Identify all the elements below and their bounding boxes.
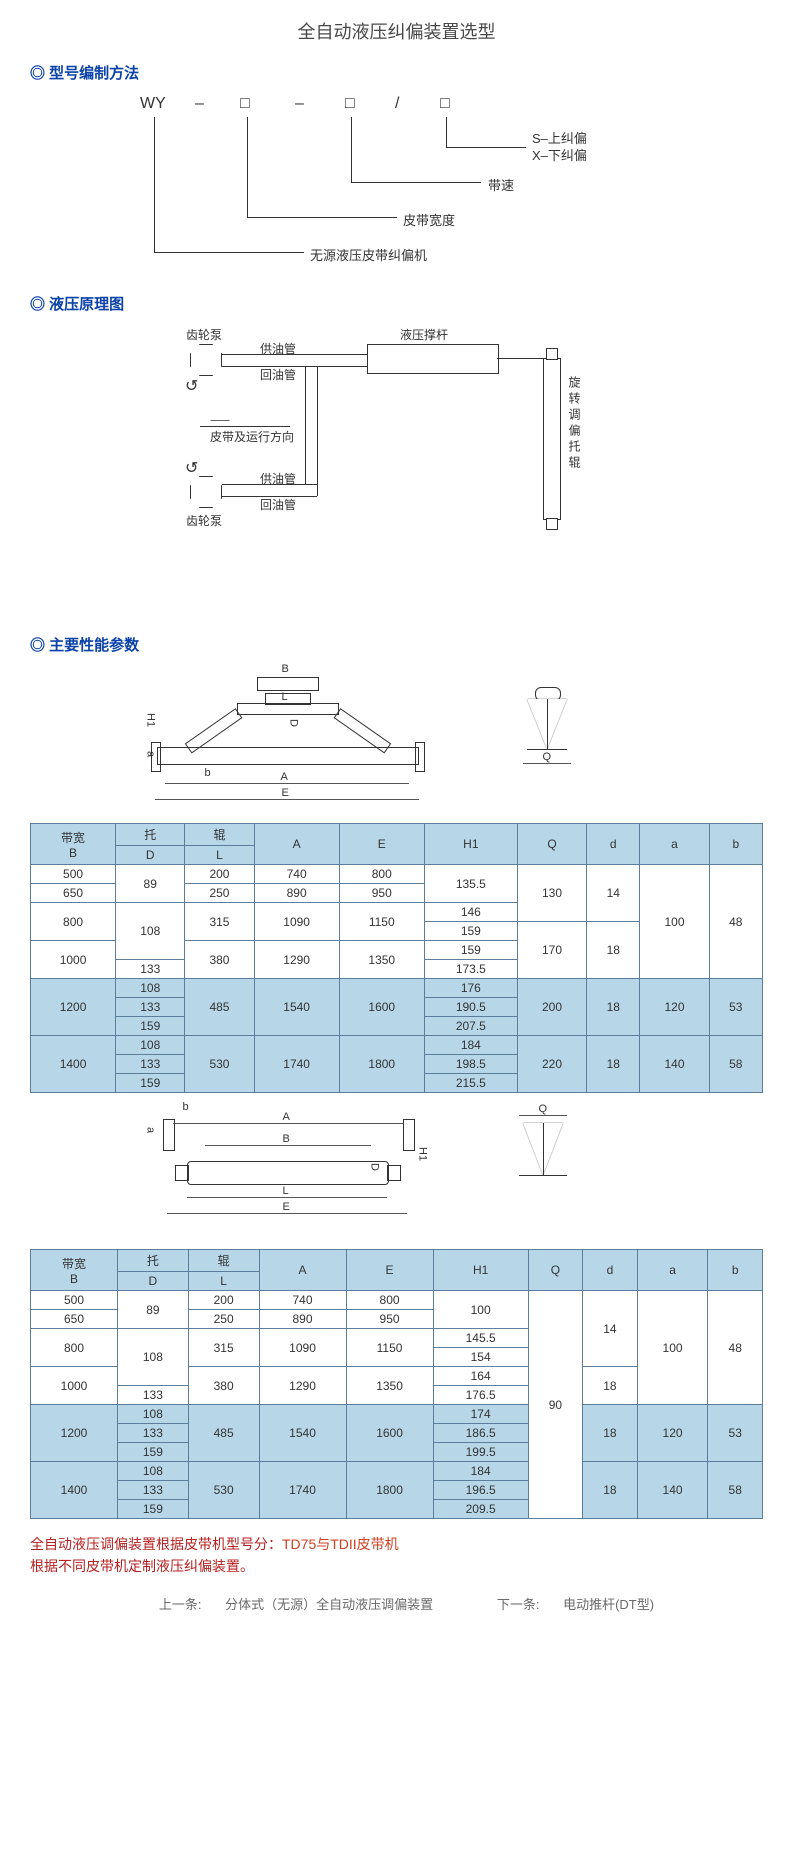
dash: –	[295, 95, 304, 113]
th-tuo: 托	[116, 824, 185, 846]
table-row: 1400108530174018001841814058	[31, 1462, 763, 1481]
spec-table-2: 带宽 B 托 辊 A E H1 Q d a b D L 500892007408…	[30, 1249, 763, 1519]
th-D: D	[116, 846, 185, 865]
table-row: 50089200740800135.51301410048	[31, 865, 763, 884]
model-slot2: □	[345, 95, 355, 113]
th-B: 带宽 B	[31, 824, 116, 865]
dim-D: D	[288, 719, 300, 727]
label-pump2: 齿轮泵	[186, 512, 222, 529]
th-B2: 带宽 B	[31, 1250, 118, 1291]
th-gun2: 辊	[188, 1250, 259, 1272]
section-main-params: 主要性能参数	[30, 634, 763, 655]
model-slot1: □	[240, 95, 250, 113]
dim-A: A	[281, 771, 288, 783]
prev-link[interactable]: 分体式（无源）全自动液压调偏装置	[225, 1597, 433, 1612]
th-b: b	[709, 824, 762, 865]
legend-base: 无源液压皮带纠偏机	[310, 245, 427, 264]
dim-Q2: Q	[539, 1103, 548, 1115]
th-Q: Q	[517, 824, 586, 865]
label-return2: 回油管	[260, 496, 296, 513]
table-row: 1200108485154016001741812053	[31, 1405, 763, 1424]
th-H1: H1	[424, 824, 517, 865]
slash: /	[395, 95, 399, 113]
next-label: 下一条:	[497, 1597, 540, 1612]
dim-E: E	[282, 787, 289, 799]
dash: –	[195, 95, 204, 113]
th-tuo2: 托	[118, 1250, 189, 1272]
dim-E2: E	[283, 1201, 290, 1213]
dim-H12: H1	[417, 1147, 429, 1161]
model-slot3: □	[440, 95, 450, 113]
dim-b2: b	[183, 1101, 189, 1113]
prev-label: 上一条:	[159, 1597, 202, 1612]
table-row: 1400108530174018001842201814058	[31, 1036, 763, 1055]
page-title: 全自动液压纠偏装置选型	[30, 18, 763, 44]
label-pump: 齿轮泵	[186, 326, 222, 343]
spec-table-1: 带宽 B 托 辊 A E H1 Q d a b D L 500892007408…	[30, 823, 763, 1093]
label-belt-dir: 皮带及运行方向	[210, 428, 294, 445]
legend-speed: 带速	[488, 175, 514, 194]
th-L: L	[185, 846, 254, 865]
label-roller: 旋转调偏托辊	[566, 376, 583, 472]
th-E: E	[339, 824, 424, 865]
th-d: d	[587, 824, 640, 865]
dim-H1: H1	[145, 713, 157, 727]
table-row: 1200108485154016001762001812053	[31, 979, 763, 998]
model-prefix: WY	[140, 95, 166, 113]
legend-width: 皮带宽度	[403, 210, 455, 229]
spec-figure-1: B L H1 a D A E b Q	[87, 667, 707, 817]
section-hydraulic: 液压原理图	[30, 293, 763, 314]
th-A: A	[254, 824, 339, 865]
dim-L2: L	[283, 1185, 289, 1197]
dim-a: a	[145, 751, 157, 757]
spec-figure-2: b a A B H1 D L E Q	[87, 1103, 707, 1243]
dim-B2: B	[283, 1133, 290, 1145]
dim-D2: D	[369, 1163, 381, 1171]
label-return: 回油管	[260, 366, 296, 383]
dim-a2: a	[145, 1127, 157, 1133]
section-model-naming: 型号编制方法	[30, 62, 763, 83]
legend-sx: S–上纠偏 X–下纠偏	[532, 131, 587, 165]
model-naming-diagram: WY – □ – □ / □ S–上纠偏 X–下纠偏 带速 皮带宽度 无源液压皮…	[140, 95, 640, 275]
dim-L: L	[282, 691, 288, 703]
th-a: a	[640, 824, 709, 865]
label-supply2: 供油管	[260, 470, 296, 487]
label-strut: 液压撑杆	[400, 326, 448, 343]
dim-B: B	[282, 663, 289, 675]
next-link[interactable]: 电动推杆(DT型)	[563, 1597, 654, 1612]
label-supply: 供油管	[260, 340, 296, 357]
hydraulic-diagram: 齿轮泵 ↺ 供油管 回油管 液压撑杆 旋转调偏托辊 ⸺ 皮带及运行方向 ↺ 齿轮…	[150, 326, 630, 556]
footnote: 全自动液压调偏装置根据皮带机型号分：TD75与TDII皮带机 根据不同皮带机定制…	[30, 1533, 763, 1578]
th-gun: 辊	[185, 824, 254, 846]
dim-A2: A	[283, 1111, 290, 1123]
dim-Q: Q	[543, 751, 552, 763]
dim-b: b	[205, 767, 211, 779]
table-row: 50089200740800100901410048	[31, 1291, 763, 1310]
page-navigation: 上一条: 分体式（无源）全自动液压调偏装置 下一条: 电动推杆(DT型)	[30, 1594, 763, 1613]
